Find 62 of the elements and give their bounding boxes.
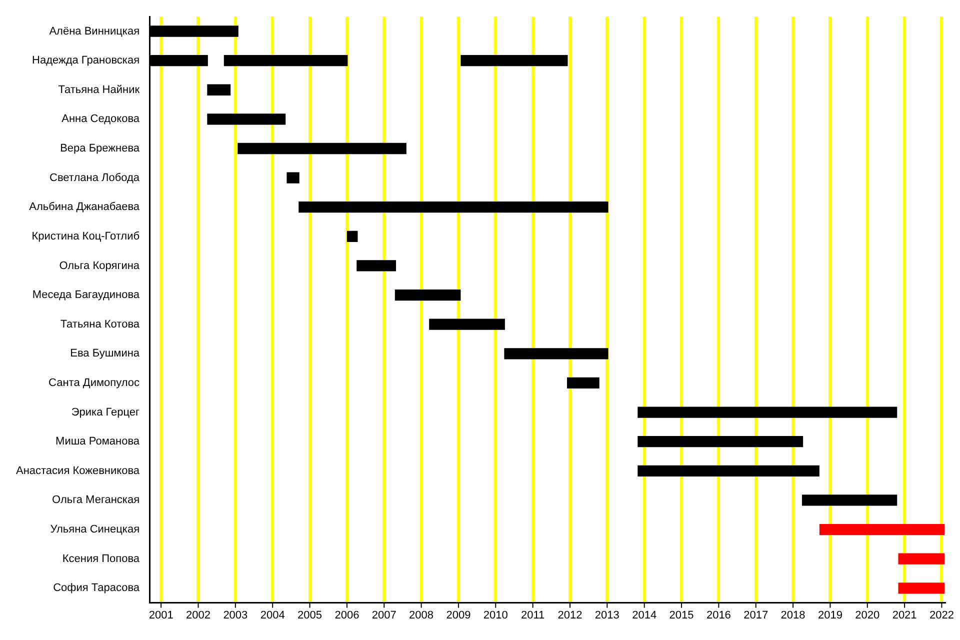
y-tick-label: Анастасия Кожевникова bbox=[16, 464, 140, 477]
bar bbox=[898, 553, 945, 564]
y-tick-label: Кристина Коц-Готлиб bbox=[32, 230, 140, 242]
y-tick-label: Эрика Герцег bbox=[71, 406, 140, 418]
y-tick-label: Татьяна Котова bbox=[60, 318, 140, 330]
y-tick-label: Меседа Багаудинова bbox=[32, 289, 140, 302]
x-tick-label: 2021 bbox=[892, 609, 917, 622]
x-tick-label: 2004 bbox=[260, 609, 285, 622]
bar bbox=[238, 142, 406, 154]
bar bbox=[638, 465, 820, 476]
y-tick-label: Анна Седокова bbox=[62, 113, 140, 126]
x-tick-label: 2006 bbox=[334, 609, 360, 622]
y-tick-label: Надежда Грановская bbox=[32, 54, 140, 67]
x-tick-label: 2005 bbox=[298, 609, 322, 622]
x-tick-label: 2015 bbox=[669, 609, 694, 622]
bar bbox=[286, 172, 300, 184]
x-tick-label: 2007 bbox=[372, 609, 396, 622]
x-tick-label: 2017 bbox=[744, 609, 768, 622]
y-tick-label: Ульяна Синецкая bbox=[50, 524, 140, 536]
x-tick-label: 2003 bbox=[223, 609, 248, 622]
x-tick-label: 2019 bbox=[818, 609, 842, 622]
x-tick-label: 2012 bbox=[558, 609, 582, 622]
y-tick-label: Миша Романова bbox=[56, 436, 140, 448]
bar bbox=[819, 524, 945, 536]
y-tick-label: Вера Брежнева bbox=[60, 142, 140, 155]
x-tick-label: 2001 bbox=[148, 609, 174, 622]
x-tick-label: 2009 bbox=[446, 609, 471, 622]
x-tick-label: 2014 bbox=[632, 609, 657, 622]
y-tick-label: Санта Димопулос bbox=[48, 377, 140, 390]
bar bbox=[504, 348, 608, 360]
x-tick-label: 2016 bbox=[706, 609, 731, 622]
y-tick-label: Ольга Меганская bbox=[52, 494, 140, 506]
bar bbox=[356, 260, 396, 272]
bar bbox=[638, 406, 898, 418]
x-tick-label: 2002 bbox=[186, 609, 210, 622]
x-tick-label: 2020 bbox=[855, 609, 880, 622]
bar bbox=[429, 318, 505, 330]
x-tick-label: 2010 bbox=[483, 609, 508, 622]
y-tick-label: Ксения Попова bbox=[62, 552, 140, 565]
x-tick-label: 2011 bbox=[520, 609, 545, 622]
bar bbox=[394, 289, 461, 301]
y-tick-label: Алёна Винницкая bbox=[49, 25, 140, 38]
x-tick-label: 2018 bbox=[780, 609, 806, 622]
bar bbox=[567, 377, 600, 389]
bar bbox=[224, 54, 348, 66]
bar bbox=[207, 84, 231, 96]
y-tick-label: Ольга Корягина bbox=[59, 260, 140, 272]
bar bbox=[638, 436, 804, 448]
x-tick-label: 2008 bbox=[409, 609, 434, 622]
bar bbox=[898, 582, 945, 594]
y-tick-label: Татьяна Найник bbox=[58, 84, 140, 96]
x-tick-label: 2013 bbox=[594, 609, 620, 622]
y-tick-label: Ева Бушмина bbox=[70, 348, 140, 360]
bar bbox=[460, 54, 568, 66]
bar bbox=[346, 230, 358, 242]
bar bbox=[207, 114, 286, 125]
bar bbox=[298, 202, 608, 213]
y-tick-label: София Тарасова bbox=[53, 582, 140, 594]
y-tick-label: Альбина Джанабаева bbox=[29, 201, 140, 214]
bar bbox=[802, 494, 898, 506]
y-tick-label: Светлана Лобода bbox=[50, 172, 140, 184]
x-tick-label: 2022 bbox=[929, 609, 954, 622]
